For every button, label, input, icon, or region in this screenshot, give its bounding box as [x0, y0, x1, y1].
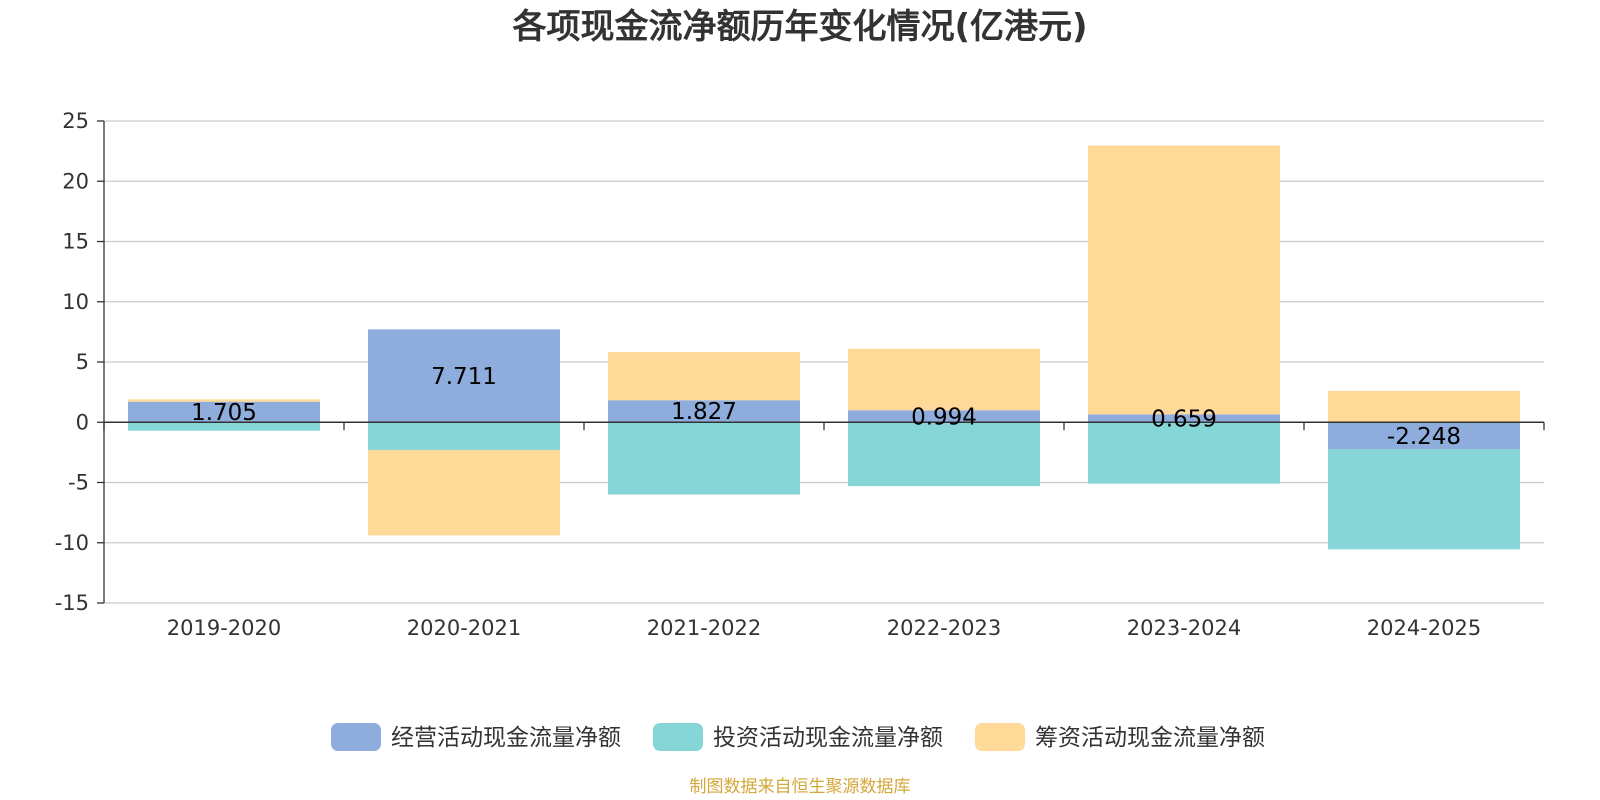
axes: 25 20 15 10 5 0 -5 -10 -15 2019-2020 2020-2021 2021…: [55, 109, 1545, 640]
data-label: -2.248: [1387, 424, 1461, 450]
bar-series-1-cat-1: [368, 422, 560, 450]
data-label: 1.827: [671, 399, 737, 425]
legend-label: 经营活动现金流量净额: [391, 725, 621, 751]
x-tick-label: 2023-2024: [1127, 616, 1241, 640]
y-tick-label: 15: [62, 230, 89, 254]
legend-swatch: [975, 723, 1025, 751]
bar-series-0-cat-5: [1328, 422, 1520, 450]
legend-swatch: [331, 723, 381, 751]
chart-title: 各项现金流净额历年变化情况(亿港元): [512, 7, 1087, 47]
bar-series-1-cat-3: [848, 422, 1040, 487]
x-tick-label: 2022-2023: [887, 616, 1001, 640]
legend-label: 筹资活动现金流量净额: [1035, 725, 1265, 751]
bar-series-2-cat-5: [1328, 390, 1520, 423]
x-tick-label: 2019-2020: [167, 616, 281, 640]
gridlines: [104, 120, 1544, 604]
bar-series-1-cat-2: [608, 422, 800, 495]
data-labels: 1.705 7.711 1.827 0.994 0.659 -2.248: [191, 364, 1461, 450]
bar-series-2-cat-4: [1088, 145, 1280, 415]
bar-series-2-cat-0: [128, 399, 320, 402]
y-tick-label: -10: [55, 531, 89, 555]
y-tick-label: 5: [76, 350, 89, 374]
y-tick-label: -15: [55, 591, 89, 615]
bar-series-1-cat-0: [128, 422, 320, 431]
bar-series-2-cat-1: [368, 449, 560, 536]
bar-series-1-cat-4: [1088, 422, 1280, 484]
x-tick-label: 2024-2025: [1367, 616, 1481, 640]
y-tick-label: 25: [62, 109, 89, 133]
bar-series-0-cat-3: [848, 410, 1040, 423]
data-label: 0.659: [1151, 406, 1217, 432]
y-tick-label: 10: [62, 290, 89, 314]
legend: 经营活动现金流量净额 投资活动现金流量净额 筹资活动现金流量净额: [331, 723, 1265, 751]
legend-swatch: [653, 723, 703, 751]
y-tick-label: 20: [62, 169, 89, 193]
bar-series-2-cat-3: [848, 348, 1040, 411]
x-tick-label: 2020-2021: [407, 616, 521, 640]
x-tick-label: 2021-2022: [647, 616, 761, 640]
data-label: 0.994: [911, 404, 977, 430]
bar-series-2-cat-2: [608, 352, 800, 401]
bar-series-0-cat-1: [368, 329, 560, 423]
y-tick-label: 0: [76, 410, 89, 434]
legend-label: 投资活动现金流量净额: [713, 725, 943, 751]
bar-series-1-cat-5: [1328, 449, 1520, 550]
source-note: 制图数据来自恒生聚源数据库: [690, 777, 911, 797]
data-label: 7.711: [431, 364, 497, 390]
bars: [128, 145, 1520, 550]
bar-series-0-cat-4: [1088, 414, 1280, 423]
bar-series-0-cat-0: [128, 401, 320, 423]
bar-series-0-cat-2: [608, 400, 800, 423]
y-tick-label: -5: [68, 471, 89, 495]
data-label: 1.705: [191, 400, 257, 426]
